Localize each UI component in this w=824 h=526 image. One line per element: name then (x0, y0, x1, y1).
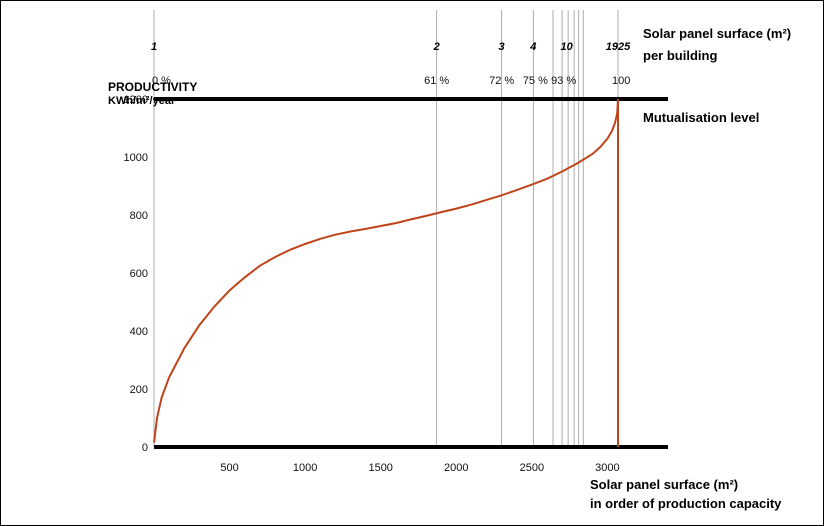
y-tick-label-800: 800 (130, 210, 148, 222)
y-tick-label-600: 600 (130, 268, 148, 280)
y-axis-label-line1: PRODUCTIVITY (108, 80, 197, 94)
y-tick-label-0: 0 (142, 442, 148, 454)
building-pct-0: 0 % (152, 75, 171, 87)
building-pct-7: 93 % (551, 75, 576, 87)
x-axis-label-line2: in order of production capacity (590, 496, 782, 511)
y-tick-label-200: 200 (130, 384, 148, 396)
building-label-1: 1 (151, 41, 157, 53)
x-axis-label-line1: Solar panel surface (m²) (590, 477, 738, 492)
building-label-4: 4 (529, 41, 536, 53)
x-tick-label-3000: 3000 (595, 462, 619, 474)
building-pct-2: 72 % (489, 75, 514, 87)
building-pct-1: 61 % (424, 75, 449, 87)
productivity-curve (153, 98, 619, 443)
building-pct-10: 100 (612, 75, 630, 87)
axes (154, 97, 668, 449)
y-tick-label-1000: 1000 (124, 152, 148, 164)
building-label-3: 3 (499, 41, 505, 53)
building-label-2: 2 (433, 41, 440, 53)
x-tick-labels: 500 1000 1500 2000 2500 3000 (220, 462, 619, 474)
top-axis-label-line1: Solar panel surface (m²) (643, 26, 791, 41)
building-label-10: 10 (560, 41, 573, 53)
building-pct-3: 75 % (523, 75, 548, 87)
x-tick-label-2000: 2000 (444, 462, 468, 474)
y-tick-label-1200: 1200 (124, 94, 148, 106)
x-tick-label-1000: 1000 (293, 462, 317, 474)
mutualisation-level-label: Mutualisation level (643, 110, 759, 125)
x-tick-label-500: 500 (220, 462, 238, 474)
y-axis-label-line2: KWh/m²/year (108, 95, 176, 107)
x-tick-label-2500: 2500 (520, 462, 544, 474)
top-axis-label-line2: per building (643, 48, 717, 63)
building-marker-labels: 1 0 % 2 61 % 3 72 % 4 75 % 93 % 10 1925 100 (151, 41, 631, 87)
y-tick-labels: 0 200 400 600 800 1000 1200 (124, 94, 148, 454)
building-label-1925: 1925 (606, 41, 631, 53)
y-tick-label-400: 400 (130, 326, 148, 338)
building-grid (153, 10, 619, 447)
x-tick-label-1500: 1500 (368, 462, 392, 474)
